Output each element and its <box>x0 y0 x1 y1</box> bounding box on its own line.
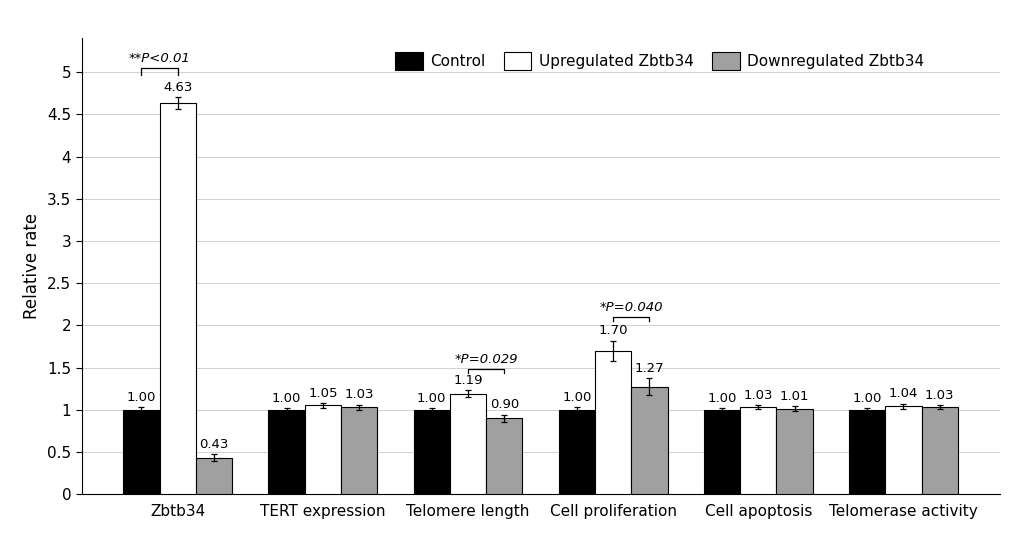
Text: 1.03: 1.03 <box>924 389 954 402</box>
Text: *P=0.040: *P=0.040 <box>599 300 662 313</box>
Text: 0.90: 0.90 <box>489 399 519 411</box>
Text: 4.63: 4.63 <box>163 81 193 94</box>
Text: 1.00: 1.00 <box>561 391 591 404</box>
Text: 1.04: 1.04 <box>888 388 917 400</box>
Bar <box>305 406 340 494</box>
Text: 1.00: 1.00 <box>706 391 736 405</box>
Text: 1.03: 1.03 <box>743 389 772 402</box>
Bar <box>921 407 957 494</box>
Bar <box>413 410 449 494</box>
Bar <box>703 410 740 494</box>
Bar <box>558 410 594 494</box>
Text: **P<0.01: **P<0.01 <box>128 52 191 65</box>
Bar <box>775 409 812 494</box>
Text: 1.27: 1.27 <box>634 362 663 375</box>
Bar <box>884 406 921 494</box>
Text: 1.70: 1.70 <box>598 324 628 337</box>
Bar <box>123 410 159 494</box>
Text: 1.01: 1.01 <box>780 390 808 403</box>
Legend: Control, Upregulated Zbtb34, Downregulated Zbtb34: Control, Upregulated Zbtb34, Downregulat… <box>389 46 929 76</box>
Bar <box>449 394 486 494</box>
Bar <box>740 407 775 494</box>
Y-axis label: Relative rate: Relative rate <box>23 213 42 320</box>
Bar <box>159 103 196 494</box>
Bar <box>594 351 631 494</box>
Bar <box>196 458 232 494</box>
Text: 1.19: 1.19 <box>452 374 482 387</box>
Bar <box>848 410 884 494</box>
Bar <box>486 418 522 494</box>
Text: *P=0.029: *P=0.029 <box>454 353 518 366</box>
Text: 0.43: 0.43 <box>199 438 228 451</box>
Text: 1.00: 1.00 <box>417 391 446 405</box>
Bar <box>268 410 305 494</box>
Text: 1.00: 1.00 <box>272 391 301 405</box>
Text: 1.05: 1.05 <box>308 386 337 400</box>
Bar <box>631 387 667 494</box>
Text: 1.03: 1.03 <box>344 388 374 401</box>
Bar <box>340 407 377 494</box>
Text: 1.00: 1.00 <box>852 391 881 405</box>
Text: 1.00: 1.00 <box>126 391 156 404</box>
